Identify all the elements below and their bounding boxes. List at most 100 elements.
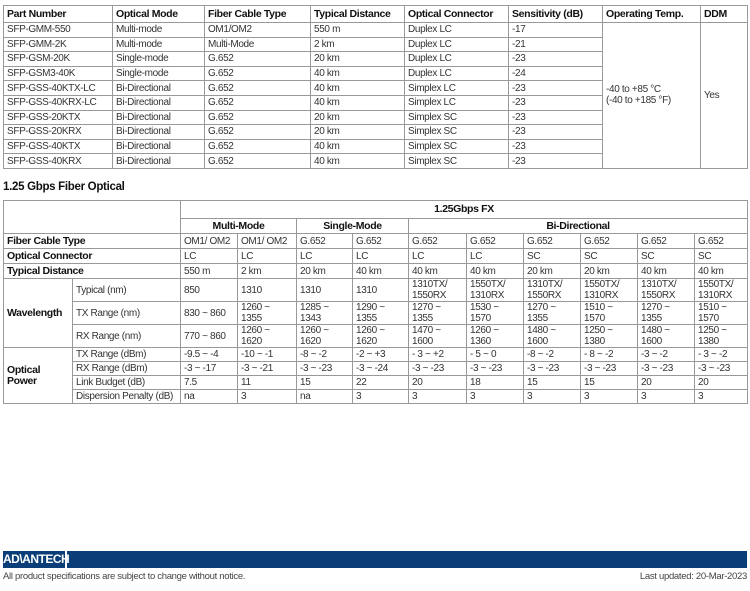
table-cell: -23 [508, 153, 603, 169]
spec-cell: 40 km [693, 263, 749, 279]
spec-cell: - 3 ~ +2 [408, 347, 467, 362]
table-cell: Multi-Mode [204, 36, 311, 53]
spec-cell: 1260 ~ 1620 [352, 324, 409, 348]
spec-row: TX Range (nm) 830 ~ 860 1260 ~ 1355 1285 ~ … [4, 301, 749, 325]
table-cell: SFP-GSM3-40K [3, 65, 113, 82]
spec-cell: -8 ~ -2 [523, 347, 581, 362]
footer-updated: Last updated: 20-Mar-2023 [639, 571, 747, 582]
spec-cell: 7.5 [180, 375, 238, 390]
spec-cell: 1510 ~ 1570 [580, 301, 638, 325]
spec-cell: LC [237, 248, 297, 264]
spec-row: Wavelength Typical (nm) 850 1310 1310 1310 131… [3, 278, 749, 348]
spec-cell: 1260 ~ 1620 [296, 324, 353, 348]
spec-cell: -3 ~ -23 [523, 361, 581, 376]
spec-cell: 1310 [237, 278, 297, 302]
table-cell: -23 [508, 80, 603, 96]
sub-label: Link Budget (dB) [72, 375, 181, 390]
transceiver-table: Part Number Optical Mode Fiber Cable Type T… [3, 5, 748, 169]
table-row: SFP-GMM-550 Multi-mode OM1/OM2 550 m Duplex … [3, 22, 748, 169]
ddm-cell: Yes [700, 22, 748, 169]
spec-cell: 770 ~ 860 [180, 324, 238, 348]
sub-label: RX Range (dBm) [72, 361, 181, 376]
group-label: Wavelength [3, 278, 73, 348]
spec-cell: 15 [580, 375, 638, 390]
spec-cell: -3 ~ -23 [296, 361, 353, 376]
column-header: Sensitivity (dB) [508, 5, 603, 23]
group-header-row: 1.25Gbps FX [3, 200, 749, 234]
table-cell: Duplex LC [404, 51, 509, 67]
spec-cell: 1260 ~ 1360 [466, 324, 524, 348]
table-cell: -21 [508, 36, 603, 53]
spec-cell: 1310 [296, 278, 353, 302]
table-cell: Bi-Directional [112, 138, 205, 155]
column-header: DDM [700, 5, 748, 23]
footer-bar: AD\ANTECH [3, 551, 747, 568]
spec-cell: SC [523, 248, 581, 264]
table-cell: -23 [508, 124, 603, 140]
spec-cell: 550 m [180, 263, 238, 279]
spec-cell: -3 ~ -23 [408, 361, 467, 376]
table-cell: -24 [508, 65, 603, 82]
table-cell: OM1/OM2 [204, 22, 311, 38]
spec-cell: 1310TX/ 1550RX [637, 278, 695, 302]
column-header: Fiber Cable Type [204, 5, 311, 23]
sub-label: TX Range (nm) [72, 301, 181, 325]
spec-cell: 15 [296, 375, 353, 390]
spec-cell: 1270 ~ 1355 [637, 301, 695, 325]
footer-notice: All product specifications are subject t… [3, 571, 246, 582]
spec-cell: 1260 ~ 1355 [237, 301, 297, 325]
spec-cell: G.652 [693, 233, 749, 249]
table-cell: -17 [508, 22, 603, 38]
table-cell: SFP-GMM-550 [3, 22, 113, 38]
table-cell: G.652 [204, 65, 311, 82]
mode-header: Single-Mode [296, 218, 409, 234]
column-header: Operating Temp. [602, 5, 701, 23]
table-cell: Multi-mode [112, 22, 205, 38]
spec-cell: 1530 ~ 1570 [466, 301, 524, 325]
spec-cell: - 8 ~ -2 [580, 347, 638, 362]
group-header: 1.25Gbps FX [179, 200, 749, 219]
table-row: SFP-GSS-40KRX Bi-Directional G.652 40 km Sim… [3, 153, 748, 169]
group-label: Optical Power [3, 347, 73, 404]
sub-label: Typical (nm) [72, 278, 181, 302]
spec-cell: OM1/ OM2 [180, 233, 238, 249]
spec-cell: 1260 ~ 1620 [237, 324, 297, 348]
table-cell: 40 km [310, 80, 405, 96]
spec-cell: -3 ~ -23 [693, 361, 749, 376]
table-cell: -23 [508, 51, 603, 67]
spec-cell: -3 ~ -17 [180, 361, 238, 376]
table-cell: 40 km [310, 153, 405, 169]
spec-cell: 1310 [352, 278, 409, 302]
table-cell: SFP-GSS-40KRX-LC [3, 94, 113, 111]
spec-row: Optical Connector LC LC LC LC LC LC SC SC SC SC [3, 248, 749, 264]
spec-cell: LC [408, 248, 467, 264]
table-cell: Duplex LC [404, 22, 509, 38]
spec-row: Fiber Cable Type OM1/ OM2 OM1/ OM2 G.652 G.6… [3, 233, 749, 249]
table-cell: 550 m [310, 22, 405, 38]
column-header: Typical Distance [310, 5, 405, 23]
spec-cell: 3 [523, 389, 581, 404]
table-cell: SFP-GSS-40KTX-LC [3, 80, 113, 96]
spec-cell: 20 [637, 375, 695, 390]
spec-cell: SC [637, 248, 695, 264]
operating-temp-c: -40 to +85 °C [606, 84, 661, 96]
sub-label: RX Range (nm) [72, 324, 181, 348]
spec-cell: 1550TX/ 1310RX [693, 278, 749, 302]
spec-cell: 1285 ~ 1343 [296, 301, 353, 325]
table-cell: SFP-GSS-20KRX [3, 124, 113, 140]
spec-cell: 850 [180, 278, 238, 302]
table-cell: SFP-GSS-20KTX [3, 109, 113, 126]
spec-cell: 15 [523, 375, 581, 390]
spec-row: RX Range (nm) 770 ~ 860 1260 ~ 1620 1260 ~ … [4, 324, 749, 348]
spec-cell: -2 ~ +3 [352, 347, 409, 362]
spec-row: RX Range (dBm) -3 ~ -17 -3 ~ -21 -3 ~ -23 -3… [4, 361, 749, 376]
spec-cell: G.652 [352, 233, 409, 249]
table-cell: -23 [508, 138, 603, 155]
spec-cell: -3 ~ -2 [637, 347, 695, 362]
spec-cell: 20 [693, 375, 749, 390]
spec-cell: 3 [408, 389, 467, 404]
spec-cell: 1510 ~ 1570 [693, 301, 749, 325]
spec-cell: 11 [237, 375, 297, 390]
table-row: SFP-GSM-20K Single-mode G.652 20 km Duplex L… [3, 51, 748, 67]
spec-cell: G.652 [466, 233, 524, 249]
